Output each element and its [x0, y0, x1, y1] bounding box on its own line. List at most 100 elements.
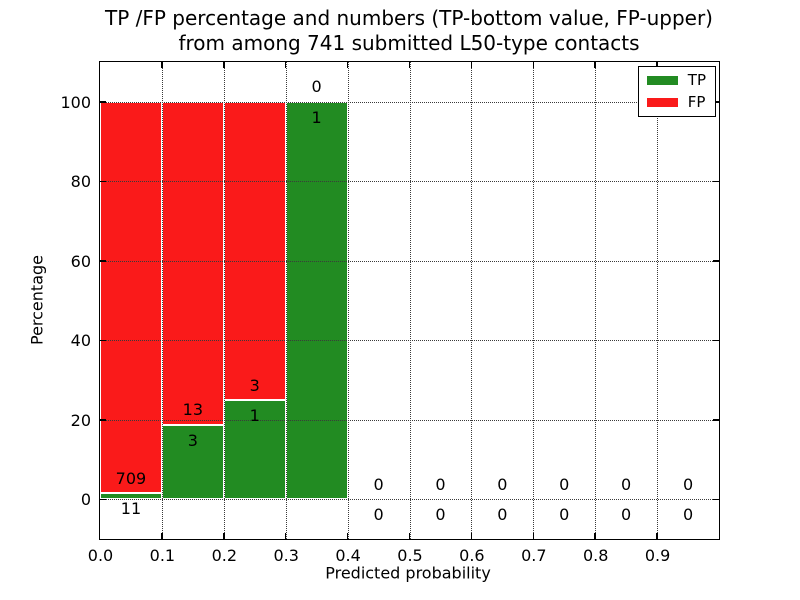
chart-title-line1: TP /FP percentage and numbers (TP-bottom… [105, 6, 713, 30]
gridline-horizontal [100, 340, 719, 342]
y-tick-mark [713, 498, 719, 500]
y-tick-mark [100, 260, 106, 262]
fp-count-label-1: 13 [182, 400, 204, 420]
y-tick-mark [713, 101, 719, 103]
bar-tp-0 [100, 493, 162, 500]
tp-count-label-5: 0 [435, 505, 446, 525]
y-tick-mark [100, 498, 106, 500]
x-tick-mark [284, 533, 287, 539]
x-tick-mark [161, 533, 163, 539]
x-tick-label: 0.0 [87, 546, 114, 565]
x-tick-label: 0.1 [149, 546, 176, 565]
x-tick-mark [223, 533, 225, 539]
x-tick-mark [656, 62, 658, 68]
gridline-vertical [161, 62, 163, 539]
x-tick-label: 0.3 [273, 546, 299, 565]
legend-label-fp: FP [687, 93, 706, 111]
tp-count-label-8: 0 [621, 505, 632, 525]
y-tick-mark [713, 339, 719, 341]
y-tick-label: 100 [60, 92, 91, 112]
tp-count-label-9: 0 [682, 505, 694, 525]
bar-fp-1 [161, 101, 224, 425]
fp-count-label-8: 0 [621, 474, 632, 494]
x-tick-mark [161, 62, 163, 68]
bar-tp-3 [285, 101, 348, 500]
gridline-vertical [347, 62, 349, 539]
x-tick-label: 0.5 [397, 546, 423, 565]
gridline-vertical [285, 62, 287, 539]
y-tick-mark [713, 419, 719, 421]
x-tick-mark [470, 533, 473, 539]
x-tick-label: 0.7 [521, 546, 547, 565]
gridline-horizontal [100, 260, 719, 262]
gridline-vertical [595, 62, 597, 539]
tp-count-label-0: 11 [120, 499, 142, 519]
x-tick-mark [532, 62, 535, 68]
x-tick-mark [656, 533, 658, 539]
y-tick-mark [100, 339, 106, 341]
y-tick-mark [100, 101, 106, 103]
x-tick-mark [470, 62, 473, 68]
bar-tp-2 [223, 399, 286, 500]
x-tick-mark [346, 533, 349, 539]
legend-entry-tp: TP [646, 71, 706, 89]
fp-count-label-2: 3 [249, 375, 260, 395]
gridline-horizontal [100, 419, 719, 421]
tp-count-label-3: 1 [311, 107, 322, 127]
legend-label-tp: TP [687, 71, 706, 89]
fp-count-label-4: 0 [373, 474, 384, 494]
x-tick-label: 0.9 [644, 546, 671, 565]
x-tick-mark [284, 62, 287, 68]
y-tick-mark [100, 180, 106, 182]
x-tick-mark [408, 533, 411, 539]
legend-entry-fp: FP [646, 93, 706, 111]
fp-count-label-0: 709 [115, 468, 147, 488]
tp-count-label-6: 0 [497, 505, 508, 525]
fp-count-label-3: 0 [311, 77, 322, 97]
chart-title-line2: from among 741 submitted L50-type contac… [178, 31, 640, 55]
x-tick-mark [594, 533, 596, 539]
gridline-vertical [657, 62, 659, 539]
x-tick-label: 0.4 [335, 546, 361, 565]
grid-layer [100, 62, 719, 539]
annotations-layer: 709 11 13 3 3 1 0 1 0 0 0 0 0 0 0 0 0 0 0 0 [100, 62, 719, 539]
tp-count-label-4: 0 [373, 505, 384, 525]
gridline-vertical [409, 62, 411, 539]
x-tick-mark [532, 533, 535, 539]
x-tick-mark [408, 62, 411, 68]
x-tick-label: 0.2 [211, 546, 238, 565]
bars-layer [100, 62, 719, 539]
tp-count-label-7: 0 [559, 505, 570, 525]
fp-count-label-5: 0 [435, 474, 446, 494]
gridline-horizontal [100, 181, 719, 183]
x-tick-label: 0.6 [459, 546, 485, 565]
y-tick-label: 20 [70, 410, 91, 430]
x-tick-mark [594, 62, 596, 68]
y-tick-label: 40 [70, 331, 91, 351]
y-tick-label: 80 [70, 172, 91, 192]
legend-swatch-fp-icon [646, 98, 678, 107]
x-tick-label: 0.8 [582, 546, 609, 565]
tp-count-label-1: 3 [187, 430, 198, 450]
gridline-vertical [533, 62, 535, 539]
gridline-horizontal [100, 101, 719, 103]
y-tick-label: 60 [70, 251, 91, 271]
fp-count-label-6: 0 [497, 474, 508, 494]
x-tick-mark [223, 62, 225, 68]
tp-count-label-2: 1 [249, 405, 260, 425]
fp-count-label-7: 0 [559, 474, 570, 494]
x-tick-mark [346, 62, 349, 68]
fp-count-label-9: 0 [682, 474, 694, 494]
ticks-layer [100, 62, 719, 539]
y-tick-mark [100, 419, 106, 421]
legend: TP FP [637, 66, 716, 117]
gridline-vertical [223, 62, 225, 539]
chart-title: TP /FP percentage and numbers (TP-bottom… [99, 6, 719, 56]
bar-fp-0 [100, 101, 162, 494]
x-axis-label: Predicted probability [325, 563, 491, 583]
gridline-horizontal [100, 499, 719, 501]
legend-swatch-tp-icon [646, 76, 678, 85]
plot-area: 709 11 13 3 3 1 0 1 0 0 0 0 0 0 0 0 0 0 0 0 TP FP [99, 61, 720, 540]
gridline-vertical [471, 62, 473, 539]
